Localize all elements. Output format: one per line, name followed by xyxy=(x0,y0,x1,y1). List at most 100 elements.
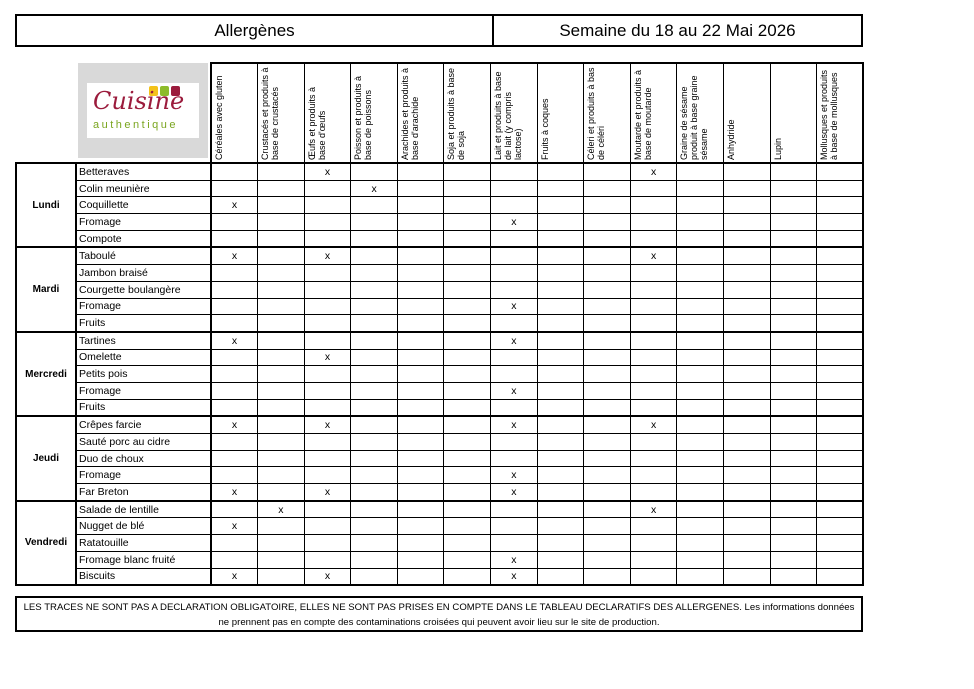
allergen-header: Crustacés et produits à base de crustacé… xyxy=(257,62,305,164)
allergen-cell xyxy=(443,179,492,198)
allergen-cell xyxy=(443,550,492,569)
allergen-cell xyxy=(303,264,352,282)
allergen-cell xyxy=(536,398,585,417)
dish-name: Far Breton xyxy=(75,483,212,502)
allergen-cell xyxy=(210,449,259,468)
allergen-mark: x xyxy=(210,415,259,435)
allergen-cell xyxy=(396,264,445,282)
allergen-cell xyxy=(396,550,445,569)
allergen-cell xyxy=(350,550,398,569)
table-row: Fruits xyxy=(16,314,865,333)
table-row: Courgette boulangère xyxy=(16,280,865,299)
allergen-cell xyxy=(816,348,865,367)
allergen-cell xyxy=(723,433,771,451)
allergen-header: Lupin xyxy=(769,62,818,164)
allergen-cell xyxy=(257,330,305,350)
allergen-cell xyxy=(396,297,445,316)
allergen-cell xyxy=(583,314,631,333)
allergen-cell xyxy=(350,264,398,282)
allergen-cell xyxy=(816,381,865,400)
allergen-cell xyxy=(769,517,818,536)
allergen-cell xyxy=(396,280,445,299)
allergen-cell xyxy=(210,499,259,519)
allergen-cell xyxy=(629,348,678,367)
allergen-cell xyxy=(816,196,865,215)
allergen-cell xyxy=(257,280,305,299)
allergen-cell xyxy=(536,381,585,400)
allergen-cell xyxy=(676,161,725,181)
allergen-cell xyxy=(350,567,398,587)
allergen-cell xyxy=(629,280,678,299)
allergen-cell xyxy=(583,466,631,485)
table-row: Duo de choux xyxy=(16,449,865,468)
dish-name: Taboulé xyxy=(75,246,212,266)
allergen-cell xyxy=(443,330,492,350)
allergen-cell xyxy=(676,330,725,350)
allergen-cell xyxy=(676,466,725,485)
allergen-cell xyxy=(303,449,352,468)
allergen-cell xyxy=(723,213,771,231)
allergen-cell xyxy=(490,161,538,181)
allergen-cell xyxy=(769,449,818,468)
allergen-cell xyxy=(536,415,585,435)
allergen-cell xyxy=(583,433,631,451)
allergen-cell xyxy=(443,365,492,383)
allergen-cell xyxy=(350,297,398,316)
table-row: Mercredi Tartines x x xyxy=(15,330,865,418)
allergen-cell xyxy=(396,196,445,215)
allergen-cell xyxy=(303,499,352,519)
allergen-cell xyxy=(816,499,865,519)
allergen-cell xyxy=(583,213,631,231)
allergen-cell xyxy=(676,499,725,519)
allergen-cell xyxy=(536,179,585,198)
allergen-cell xyxy=(816,398,865,417)
table-row: Petits pois xyxy=(16,365,865,383)
allergen-cell xyxy=(723,534,771,552)
allergen-cell xyxy=(443,264,492,282)
allergen-cell xyxy=(816,280,865,299)
allergen-cell xyxy=(396,567,445,587)
allergen-header: Arachides et produits à base d'arachide xyxy=(396,62,445,164)
allergen-mark: x xyxy=(629,499,678,519)
allergen-cell xyxy=(257,550,305,569)
allergen-cell xyxy=(769,567,818,587)
day-label: Lundi xyxy=(15,161,77,249)
allergen-cell xyxy=(536,534,585,552)
allergen-header: Fruits à coques xyxy=(536,62,585,164)
allergen-cell xyxy=(583,499,631,519)
allergen-cell xyxy=(350,314,398,333)
allergen-cell xyxy=(490,534,538,552)
allergen-cell xyxy=(396,534,445,552)
allergen-header: Mollusques et produits à base de mollusq… xyxy=(816,62,865,164)
allergen-mark: x xyxy=(490,483,538,502)
allergen-cell xyxy=(443,196,492,215)
allergen-cell xyxy=(257,381,305,400)
allergen-header: Soja et produits à base de soja xyxy=(443,62,492,164)
allergen-cell xyxy=(396,314,445,333)
allergen-cell xyxy=(443,229,492,248)
allergen-mark: x xyxy=(303,567,352,587)
allergen-cell xyxy=(396,179,445,198)
allergen-cell xyxy=(257,229,305,248)
table-row: Fromage x xyxy=(16,466,865,485)
allergen-cell xyxy=(629,567,678,587)
allergen-cell xyxy=(769,550,818,569)
allergen-cell xyxy=(303,330,352,350)
allergen-cell xyxy=(723,517,771,536)
allergen-cell xyxy=(723,415,771,435)
allergen-cell xyxy=(443,415,492,435)
allergen-cell xyxy=(443,433,492,451)
allergen-cell xyxy=(443,297,492,316)
allergen-cell xyxy=(769,161,818,181)
allergen-cell xyxy=(350,415,398,435)
allergen-cell xyxy=(210,466,259,485)
allergen-cell xyxy=(490,517,538,536)
dish-name: Crêpes farcie xyxy=(75,415,212,435)
allergen-cell xyxy=(676,517,725,536)
allergen-cell xyxy=(396,517,445,536)
allergen-cell xyxy=(629,213,678,231)
day-label: Mardi xyxy=(15,246,77,333)
allergen-cell xyxy=(303,297,352,316)
allergen-mark: x xyxy=(490,550,538,569)
allergen-cell xyxy=(816,365,865,383)
